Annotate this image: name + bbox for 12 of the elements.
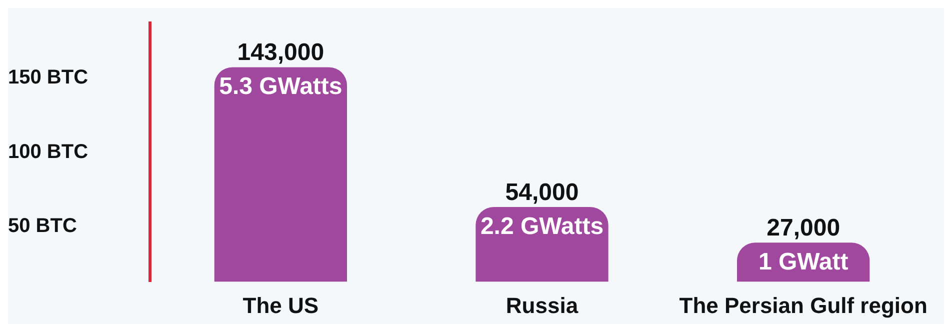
y-tick-label: 50 BTC	[8, 215, 77, 238]
y-tick-label: 150 BTC	[8, 66, 88, 89]
annotation: 143,000	[237, 39, 324, 66]
annotation: 2.2 GWatts	[480, 212, 604, 240]
x-tick-label: The US	[242, 292, 319, 318]
annotation: 54,000	[505, 178, 579, 206]
x-tick-label: The Persian Gulf region	[679, 292, 928, 318]
annotation: 1 GWatt	[758, 248, 848, 276]
annotation: 5.3 GWatts	[219, 73, 342, 100]
y-tick-label: 100 BTC	[8, 140, 88, 163]
x-tick-label: Russia	[506, 292, 579, 318]
annotation: 27,000	[766, 214, 840, 242]
